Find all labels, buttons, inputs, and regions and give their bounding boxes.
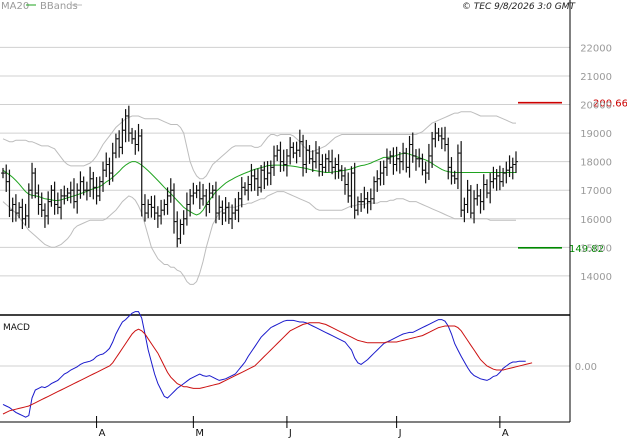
x-tick-label: J bbox=[288, 428, 292, 439]
price-tick-label: 15000 bbox=[580, 243, 612, 254]
price-annotations: 200.66 149.82 bbox=[518, 99, 627, 255]
resistance-label: 200.66 bbox=[593, 99, 627, 110]
macd-tick-label: 0.00 bbox=[575, 362, 597, 373]
price-tick-label: 22000 bbox=[580, 43, 612, 54]
price-grid bbox=[0, 46, 570, 277]
x-tick-label: A bbox=[99, 428, 106, 439]
legend-bbands: BBands bbox=[40, 1, 78, 12]
x-tick-label: A bbox=[502, 428, 509, 439]
bbands-lower-line bbox=[2, 191, 516, 285]
macd-axis-labels: 0.00 bbox=[575, 362, 597, 373]
price-tick-label: 14000 bbox=[580, 272, 612, 283]
macd-title: MACD bbox=[3, 323, 30, 333]
macd-line bbox=[2, 311, 526, 418]
price-bars bbox=[1, 105, 518, 248]
price-tick-label: 20000 bbox=[580, 101, 612, 112]
legend-ma20: MA20 bbox=[1, 1, 29, 12]
price-tick-label: 17000 bbox=[580, 186, 612, 197]
price-tick-label: 16000 bbox=[580, 215, 612, 226]
price-tick-label: 21000 bbox=[580, 72, 612, 83]
macd-lines bbox=[2, 311, 533, 418]
copyright-timestamp: © TEC 9/8/2026 3:0 GMT bbox=[462, 2, 577, 12]
x-tick-label: M bbox=[195, 428, 204, 439]
bbands-upper-line bbox=[2, 111, 516, 180]
price-tick-label: 18000 bbox=[580, 158, 612, 169]
support-label: 149.82 bbox=[569, 244, 604, 255]
x-tick-label: J bbox=[398, 428, 402, 439]
signal-line bbox=[2, 322, 533, 415]
price-axis-labels: 14000 15000 16000 17000 18000 19000 20000 21000… bbox=[580, 43, 612, 282]
price-tick-label: 19000 bbox=[580, 129, 612, 140]
